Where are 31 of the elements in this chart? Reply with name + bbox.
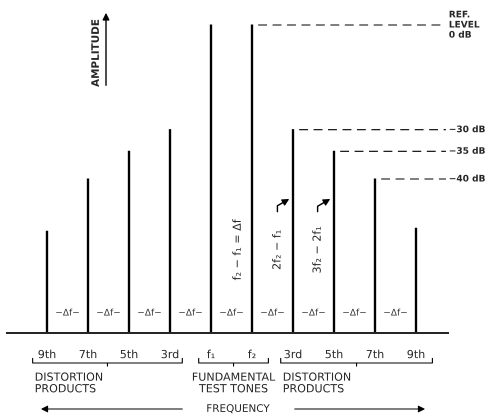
text: FUNDAMENTAL TEST TONES	[192, 372, 276, 392]
y-axis-title: AMPLITUDE	[91, 20, 100, 87]
annotation: −Δf−	[220, 308, 243, 316]
ref-line-label: −35 dB	[450, 146, 485, 154]
text: DISTORTION PRODUCTS	[284, 372, 350, 392]
annotation: −Δf−	[261, 308, 284, 316]
ref-line-label: −40 dB	[450, 174, 485, 182]
x-tick-label: 5th	[326, 350, 342, 358]
annotation: f₂ − f₁ = Δf	[232, 219, 241, 280]
annotation: −Δf−	[384, 308, 407, 316]
x-tick-label: 7th	[80, 350, 96, 358]
x-tick-label: f₂	[248, 350, 256, 358]
x-axis-title: FREQUENCY	[207, 404, 270, 414]
annotation: −Δf−	[302, 308, 325, 316]
x-tick-label: 5th	[120, 350, 138, 358]
ref-line-label: −30 dB	[450, 125, 485, 132]
x-tick-label: 3rd	[162, 350, 178, 358]
annotation: −Δf−	[97, 308, 120, 316]
annotation: −Δf−	[56, 308, 79, 316]
annotation: 2f₂ − f₁	[272, 230, 281, 270]
x-tick-label: 9th	[38, 350, 56, 358]
annotation: −Δf−	[343, 308, 366, 316]
ref-line-label: REF. LEVEL 0 dB	[449, 10, 480, 38]
x-tick-label: 7th	[366, 350, 384, 358]
text: DISTORTION PRODUCTS	[36, 372, 102, 392]
annotation: −Δf−	[138, 308, 161, 316]
x-tick-label: 3rd	[284, 350, 302, 358]
x-tick-label: 9th	[407, 350, 424, 358]
annotation: −Δf−	[179, 308, 202, 316]
annotation: 3f₂ − 2f₁	[312, 226, 321, 273]
x-tick-label: f₁	[207, 350, 215, 358]
